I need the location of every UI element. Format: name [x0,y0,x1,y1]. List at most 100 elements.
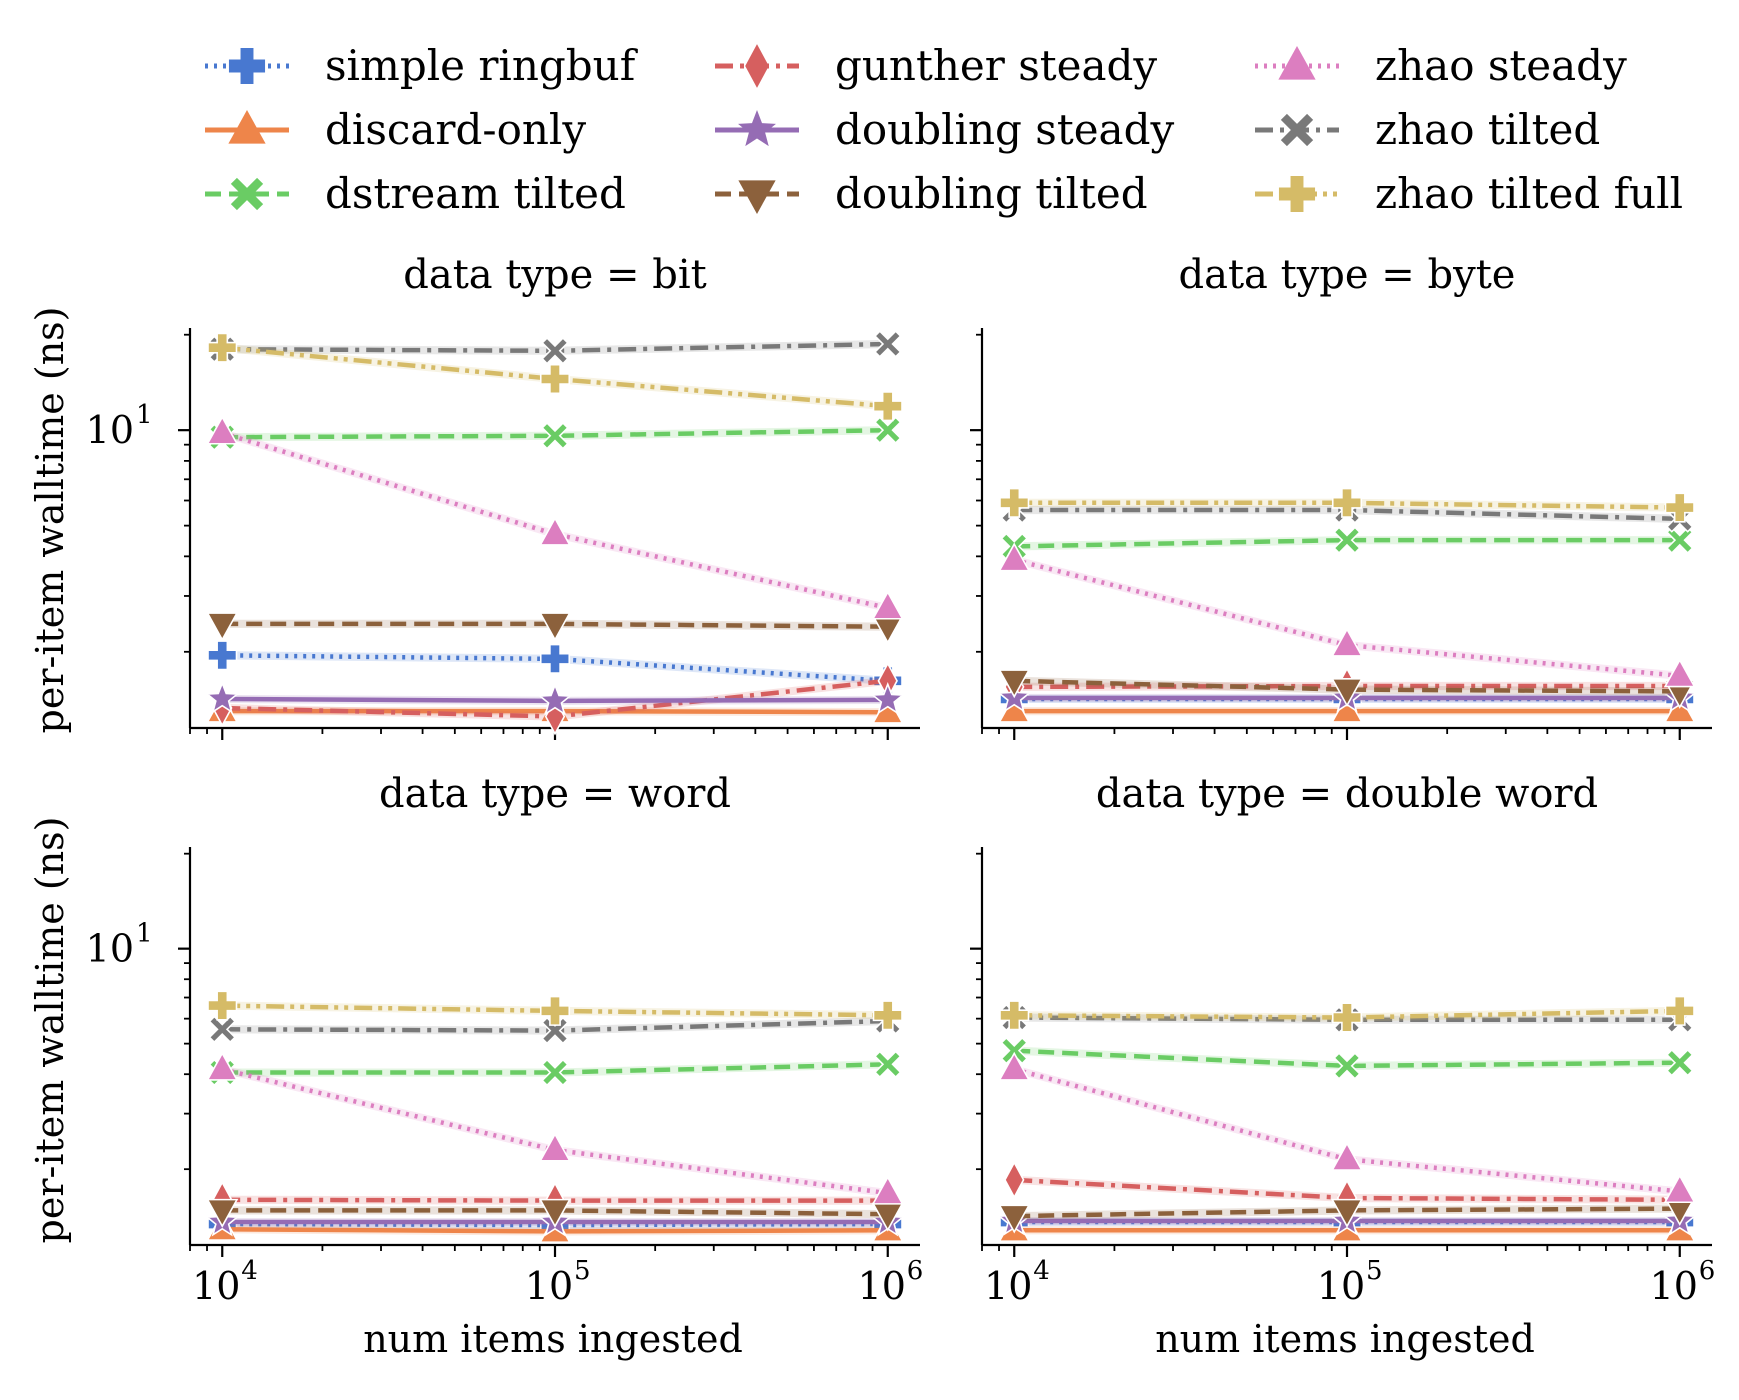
data-point [539,363,571,395]
series-line [1013,1067,1681,1194]
x-tick-label: 10 [858,1264,906,1308]
data-point [873,416,902,445]
series-group [205,330,905,736]
data-point [998,669,1031,699]
series-zhao-steady [206,415,904,620]
series-line [1014,678,1680,694]
series-doubling-steady [205,680,905,716]
series-line [1014,1048,1680,1069]
y-ticks [970,333,982,653]
series-band [222,428,888,612]
series-doubling-tilted [998,1196,1696,1234]
panel-title: data type = double word [1096,771,1598,817]
legend-marker-zhao-tilted [1280,113,1314,147]
legend-marker-gunther-steady [745,44,769,88]
series-zhao-steady [998,542,1696,688]
data-point [541,421,569,450]
y-tick-exponent: 1 [136,400,153,430]
series-line [222,427,888,440]
data-point [1664,492,1695,523]
data-point [1663,1174,1696,1204]
legend-marker-simple-ringbuf [228,47,266,85]
legend-item-dstream-tilted: dstream tilted [205,169,626,218]
data-point [872,391,903,422]
data-point [538,1132,572,1162]
data-point [998,1204,1031,1234]
data-point [1004,1160,1025,1199]
legend-marker-zhao-steady [1278,46,1316,80]
series-band [222,676,888,721]
panel-data-type-bit: data type = bit 10 1 [86,252,920,740]
legend-item-discard-only: discard-only [205,105,586,154]
x-ticks [981,728,1681,740]
data-point [1333,526,1361,555]
x-axis-label-left: num items ingested [363,1317,743,1361]
legend-label-zhao-steady: zhao steady [1375,41,1627,90]
series-band [1014,1065,1680,1196]
data-point [541,1016,569,1045]
series-zhao-tilted-full [207,332,903,422]
data-point [539,643,571,674]
series-line [222,653,888,684]
y-tick-exponent: 1 [136,919,153,949]
series-doubling-tilted [206,1198,904,1232]
data-point [1665,1048,1694,1077]
data-point [1000,1036,1029,1065]
data-point [1331,487,1363,518]
legend-marker-doubling-steady [738,110,776,147]
x-tick-exponent: 4 [241,1256,258,1286]
data-point [872,1000,903,1031]
data-point [1330,627,1364,657]
data-point [999,1000,1030,1031]
data-point [1330,1198,1364,1228]
data-point [541,336,569,365]
legend-marker-zhao-tilted-full [1278,175,1316,213]
legend-item-zhao-tilted-full: zhao tilted full [1255,169,1683,218]
x-tick-exponent: 5 [1366,1256,1383,1286]
legend-label-doubling-tilted: doubling tilted [835,169,1148,218]
data-point [206,415,239,445]
panel-data-type-byte: data type = byte [970,252,1712,740]
legend-label-zhao-tilted: zhao tilted [1375,105,1600,154]
x-tick-label: 10 [984,1264,1032,1308]
data-point [873,330,902,358]
data-point [1333,1052,1361,1080]
data-point [1664,995,1695,1026]
series-group [997,487,1697,723]
data-point [1330,677,1364,707]
legend-item-simple-ringbuf: simple ringbuf [205,41,639,90]
series-line [1014,1206,1680,1219]
data-point [207,332,238,363]
series-band [1014,505,1680,523]
data-point [538,612,572,642]
legend-label-gunther-steady: gunther steady [835,41,1157,90]
data-point [207,640,238,671]
series-discard-only [998,693,1696,723]
series-band [222,1060,888,1077]
legend-marker-discard-only [228,110,266,144]
legend: simple ringbuf discard-only dstream tilted… [205,41,1683,218]
x-tick-label: 10 [1317,1264,1365,1308]
legend-label-doubling-steady: doubling steady [835,105,1174,154]
y-tick-label: 10 [86,927,134,971]
series-band [222,1016,888,1035]
data-point [1331,1002,1363,1033]
x-tick-exponent: 6 [907,1256,924,1286]
legend-item-doubling-tilted: doubling tilted [715,169,1148,218]
data-point [206,1051,239,1081]
data-point [207,990,238,1021]
series-band [1014,555,1680,680]
data-point [206,612,239,642]
data-point [873,1050,902,1079]
series-dstream-tilted [208,416,902,452]
data-point [206,1198,239,1228]
series-dstream-tilted [208,1050,902,1087]
data-point [999,487,1030,518]
data-point [871,590,904,620]
series-line [222,1221,888,1228]
legend-marker-doubling-tilted [738,180,776,214]
x-tick-exponent: 6 [1699,1256,1716,1286]
data-point [1663,658,1696,688]
